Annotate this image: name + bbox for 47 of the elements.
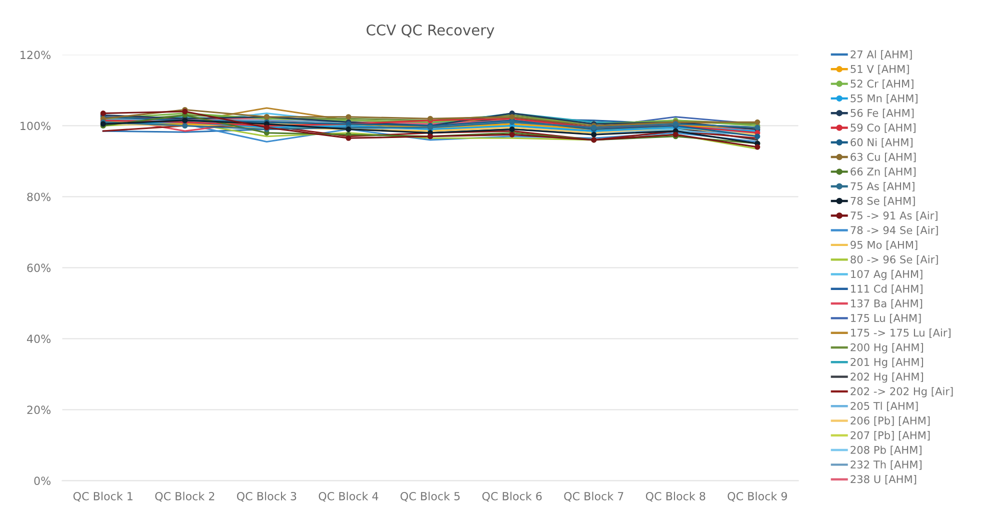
legend-label: 111 Cd [AHM] xyxy=(851,284,922,294)
y-tick-label: 0% xyxy=(34,476,51,486)
legend-label: 200 Hg [AHM] xyxy=(850,343,924,354)
legend-label: 202 -> 202 Hg [Air] xyxy=(850,387,953,398)
legend-label: 232 Th [AHM] xyxy=(850,460,922,470)
x-tick-label: QC Block 7 xyxy=(564,492,624,502)
legend-label: 59 Co [AHM] xyxy=(850,123,916,133)
legend-label: 56 Fe [AHM] xyxy=(850,108,914,118)
x-tick-label: QC Block 1 xyxy=(73,492,132,502)
x-tick-label: QC Block 6 xyxy=(482,492,542,502)
legend-label: 52 Cr [AHM] xyxy=(850,79,914,89)
chart-title: CCV QC Recovery xyxy=(366,24,494,38)
legend-label: 205 Tl [AHM] xyxy=(850,402,918,412)
legend-label: 75 -> 91 As [Air] xyxy=(850,211,938,221)
legend-label: 78 -> 94 Se [Air] xyxy=(850,226,938,236)
legend-label: 238 U [AHM] xyxy=(850,475,916,484)
legend-label: 80 -> 96 Se [Air] xyxy=(850,255,938,265)
legend-label: 78 Se [AHM] xyxy=(850,196,915,206)
legend-label: 51 V [AHM] xyxy=(850,64,909,74)
x-tick-label: QC Block 9 xyxy=(728,492,787,502)
x-tick-label: QC Block 2 xyxy=(155,492,214,502)
y-tick-label: 60% xyxy=(27,264,51,272)
legend-label: 66 Zn [AHM] xyxy=(850,167,916,177)
y-tick-label: 120% xyxy=(20,50,51,60)
legend-label: 60 Ni [AHM] xyxy=(850,138,912,148)
legend-label: 63 Cu [AHM] xyxy=(850,152,916,162)
legend-label: 208 Pb [AHM] xyxy=(850,446,922,456)
x-tick-label: QC Block 4 xyxy=(318,492,378,502)
x-tick-label: QC Block 5 xyxy=(400,492,460,502)
legend-label: 175 -> 175 Lu [Air] xyxy=(851,328,950,338)
legend-label: 137 Ba [AHM] xyxy=(851,299,922,309)
legend-label: 206 [Pb] [AHM] xyxy=(850,416,930,426)
legend-label: 201 Hg [AHM] xyxy=(850,358,924,368)
legend-label: 202 Hg [AHM] xyxy=(850,372,924,383)
y-tick-label: 100% xyxy=(20,122,51,130)
y-tick-label: 20% xyxy=(27,406,51,414)
x-tick-label: QC Block 3 xyxy=(236,492,296,502)
legend-label: 95 Mo [AHM] xyxy=(850,240,918,250)
legend-label: 75 As [AHM] xyxy=(850,182,914,192)
legend-label: 55 Mn [AHM] xyxy=(850,94,918,104)
x-tick-label: QC Block 8 xyxy=(646,492,706,502)
legend-label: 27 Al [AHM] xyxy=(850,50,912,60)
y-tick-label: 40% xyxy=(26,334,51,344)
legend-label: 175 Lu [AHM] xyxy=(851,314,921,324)
legend-label: 107 Ag [AHM] xyxy=(851,270,922,280)
legend-label: 207 [Pb] [AHM] xyxy=(850,431,930,440)
y-tick-label: 80% xyxy=(27,192,51,202)
